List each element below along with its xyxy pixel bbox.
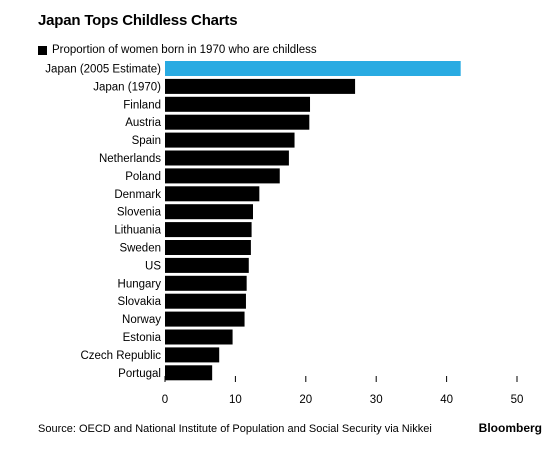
footer: Source: OECD and National Institute of P… [38, 421, 542, 435]
x-axis-ticks-group: 0 10 20 30 40 50 [162, 376, 524, 406]
category-label: Austria [125, 117, 161, 129]
category-label: Norway [122, 314, 161, 326]
bar [165, 275, 247, 291]
category-label: Hungary [118, 278, 162, 290]
bar [165, 240, 251, 255]
category-label: Finland [123, 99, 161, 111]
bar [165, 204, 253, 220]
category-label: Sweden [119, 243, 161, 255]
category-label: Spain [132, 135, 161, 147]
chart-title: Japan Tops Childless Charts [38, 12, 238, 29]
bar-chart: Japan (2005 Estimate) Japan (1970) Finland… [45, 61, 524, 406]
bar [165, 347, 220, 363]
bar [165, 96, 311, 112]
bar [165, 222, 252, 238]
bar [165, 132, 295, 148]
category-label: Czech Republic [80, 350, 161, 362]
bars-group [165, 61, 461, 381]
category-label: Portugal [118, 368, 161, 380]
category-labels-group: Japan (2005 Estimate) Japan (1970) Finland… [45, 64, 161, 380]
category-label: Japan (2005 Estimate) [45, 64, 161, 76]
bar [165, 257, 249, 273]
category-label: Estonia [123, 332, 162, 344]
category-label: Lithuania [114, 225, 161, 237]
category-label: Denmark [114, 189, 161, 201]
x-tick-label: 50 [511, 394, 524, 406]
category-label: Poland [125, 171, 161, 183]
category-label: US [145, 260, 161, 272]
bar [165, 61, 461, 76]
legend-label: Proportion of women born in 1970 who are… [52, 44, 317, 56]
bar [165, 293, 246, 309]
category-label: Netherlands [99, 153, 161, 165]
bar [165, 168, 280, 184]
source-note: Source: OECD and National Institute of P… [38, 423, 432, 435]
category-label: Slovenia [117, 207, 162, 219]
category-label: Japan (1970) [93, 81, 161, 93]
bar [165, 311, 245, 327]
legend: Proportion of women born in 1970 who are… [38, 44, 317, 56]
category-label: Slovakia [118, 296, 162, 308]
bar [165, 329, 233, 345]
x-tick-label: 30 [370, 394, 383, 406]
bar [165, 365, 213, 381]
x-tick-label: 10 [229, 394, 242, 406]
x-tick-label: 0 [162, 394, 168, 406]
x-tick-label: 20 [299, 394, 312, 406]
bar [165, 150, 289, 166]
bar [165, 186, 260, 202]
x-tick-label: 40 [440, 394, 453, 406]
legend-swatch [38, 45, 47, 55]
bar [165, 78, 356, 94]
bar [165, 114, 310, 130]
brand-logo: Bloomberg [478, 421, 542, 435]
